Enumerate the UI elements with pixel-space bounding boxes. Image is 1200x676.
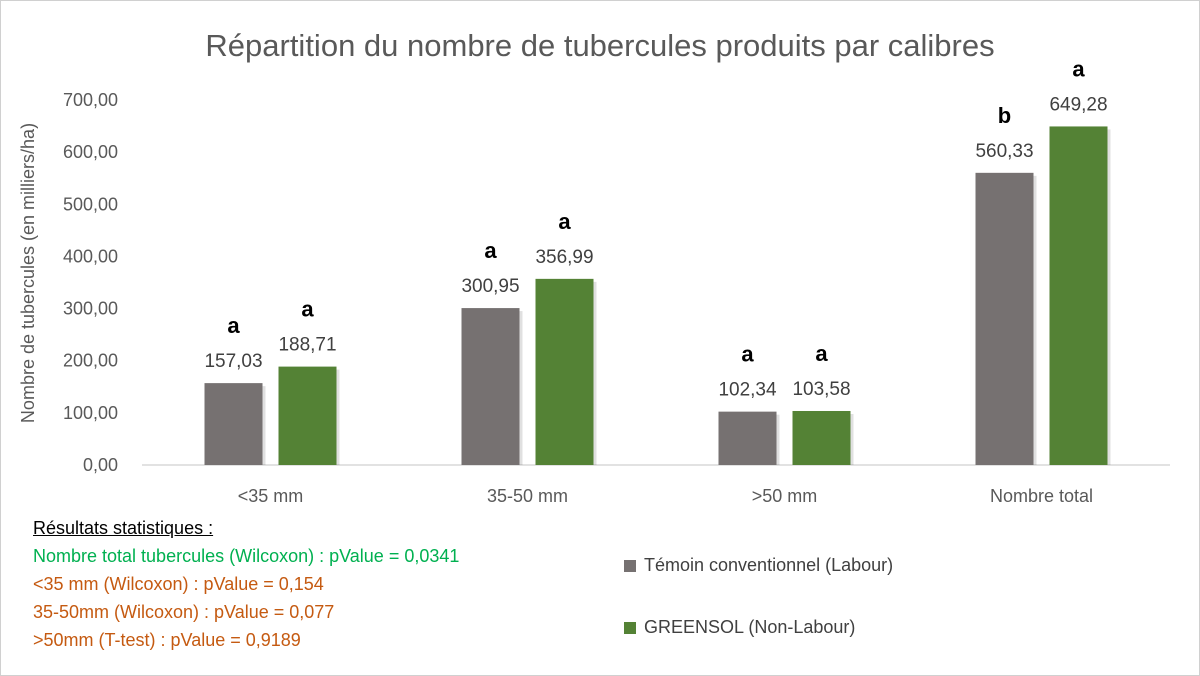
legend-item-series-2: GREENSOL (Non-Labour) xyxy=(624,617,855,638)
significance-letter: b xyxy=(998,103,1011,128)
y-tick-label: 400,00 xyxy=(63,246,118,266)
statistics-panel: Résultats statistiques : Nombre total tu… xyxy=(33,514,459,654)
y-tick-label: 300,00 xyxy=(63,299,118,319)
bar xyxy=(204,383,263,465)
bar xyxy=(461,308,520,465)
y-tick-label: 0,00 xyxy=(83,455,118,475)
y-tick-label: 700,00 xyxy=(63,90,118,110)
y-axis-label: Nombre de tubercules (en milliers/ha) xyxy=(18,123,38,423)
statistics-line: <35 mm (Wilcoxon) : pValue = 0,154 xyxy=(33,574,324,594)
data-label: 300,95 xyxy=(461,276,519,297)
bar xyxy=(278,366,337,465)
significance-letter: a xyxy=(815,341,828,366)
bars: 157,03 a 188,71 a 300,95 a 356,99 a 102,34 a 103,5… xyxy=(204,56,1111,466)
bar xyxy=(535,278,594,465)
bar xyxy=(1049,126,1108,466)
data-label: 356,99 xyxy=(535,247,593,268)
statistics-title: Résultats statistiques : xyxy=(33,518,214,538)
x-tick-label: >50 mm xyxy=(752,486,818,506)
chart-title: Répartition du nombre de tubercules prod… xyxy=(205,28,994,63)
x-tick-label: <35 mm xyxy=(238,486,304,506)
significance-letter: a xyxy=(741,342,754,367)
data-label: 157,03 xyxy=(204,351,262,372)
statistics-line: Nombre total tubercules (Wilcoxon) : pVa… xyxy=(33,546,460,566)
data-label: 102,34 xyxy=(718,380,777,401)
legend-swatch xyxy=(624,559,636,572)
legend-swatch xyxy=(624,621,636,634)
statistics-line: 35-50mm (Wilcoxon) : pValue = 0,077 xyxy=(33,602,335,622)
significance-letter: a xyxy=(484,238,497,263)
significance-letter: a xyxy=(301,297,314,322)
y-axis-ticks: 0,00 100,00 200,00 300,00 400,00 500,00 600,00… xyxy=(63,90,118,475)
data-label: 649,28 xyxy=(1049,94,1107,115)
bar xyxy=(718,411,777,465)
bar xyxy=(792,410,851,465)
x-tick-label: 35-50 mm xyxy=(487,486,568,506)
y-tick-label: 600,00 xyxy=(63,142,118,162)
y-tick-label: 500,00 xyxy=(63,194,118,214)
bar xyxy=(975,172,1034,465)
y-tick-label: 200,00 xyxy=(63,351,118,371)
significance-letter: a xyxy=(1072,56,1085,81)
legend-label: Témoin conventionnel (Labour) xyxy=(644,555,894,575)
data-label: 188,71 xyxy=(278,335,336,356)
legend-label: GREENSOL (Non-Labour) xyxy=(644,617,856,637)
legend-item-series-1: Témoin conventionnel (Labour) xyxy=(624,555,893,576)
statistics-line: >50mm (T-test) : pValue = 0,9189 xyxy=(33,630,301,650)
x-tick-label: Nombre total xyxy=(990,486,1093,506)
data-label: 560,33 xyxy=(975,141,1033,162)
x-axis-ticks: <35 mm 35-50 mm >50 mm Nombre total xyxy=(238,486,1093,506)
y-tick-label: 100,00 xyxy=(63,403,118,423)
data-label: 103,58 xyxy=(792,379,850,400)
significance-letter: a xyxy=(227,313,240,338)
significance-letter: a xyxy=(558,209,571,234)
